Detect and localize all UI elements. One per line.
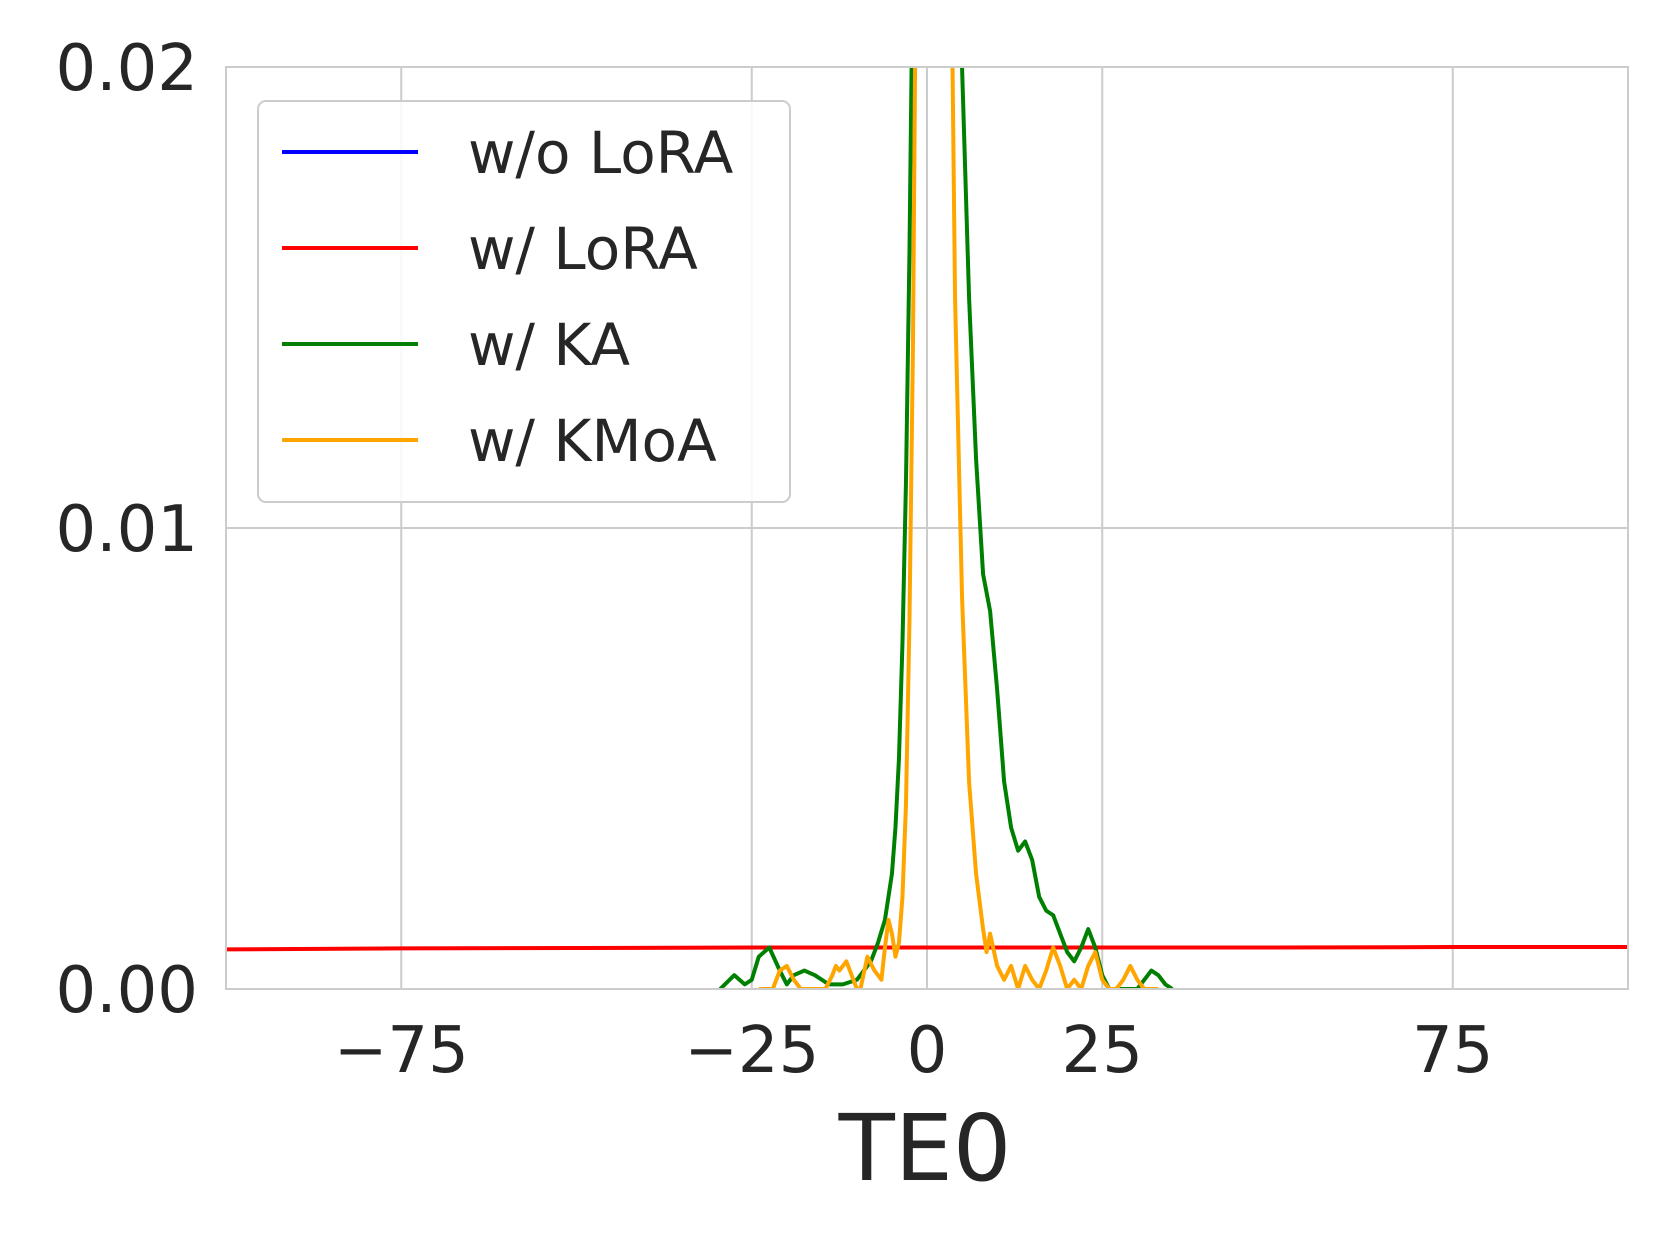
y-tick-label: 0.02: [56, 32, 199, 106]
y-tick-label: 0.00: [56, 954, 199, 1028]
x-tick-label: −75: [334, 1014, 469, 1088]
series-lines: [226, 67, 1628, 989]
legend: w/o LoRA w/ LoRA w/ KA w/ KMoA: [257, 100, 791, 503]
x-tick-label: −25: [684, 1014, 819, 1088]
plot-frame: [225, 66, 1629, 990]
y-tick-label: 0.01: [56, 493, 199, 567]
legend-label: w/o LoRA: [468, 119, 734, 187]
legend-box: [257, 100, 791, 503]
x-tick-labels: −75 −25 0 25 75: [334, 1014, 1494, 1088]
x-axis-title: TE0: [838, 1095, 1012, 1202]
series-line-w-lora: [226, 945, 1628, 952]
y-tick-labels: 0.00 0.01 0.02: [56, 32, 199, 1028]
legend-item-w-ka: w/ KA: [282, 311, 630, 379]
legend-label: w/ KMoA: [468, 407, 717, 475]
legend-label: w/ KA: [468, 311, 630, 379]
x-tick-label: 25: [1062, 1014, 1143, 1088]
x-tick-label: 75: [1412, 1014, 1493, 1088]
legend-label: w/ LoRA: [468, 215, 698, 283]
legend-item-w-lora: w/ LoRA: [282, 215, 698, 283]
x-tick-label: 0: [907, 1014, 948, 1088]
legend-item-w-o-lora: w/o LoRA: [282, 119, 734, 187]
legend-item-w-kmoa: w/ KMoA: [282, 407, 717, 475]
series-line-w-kmoa: [758, 67, 1159, 989]
